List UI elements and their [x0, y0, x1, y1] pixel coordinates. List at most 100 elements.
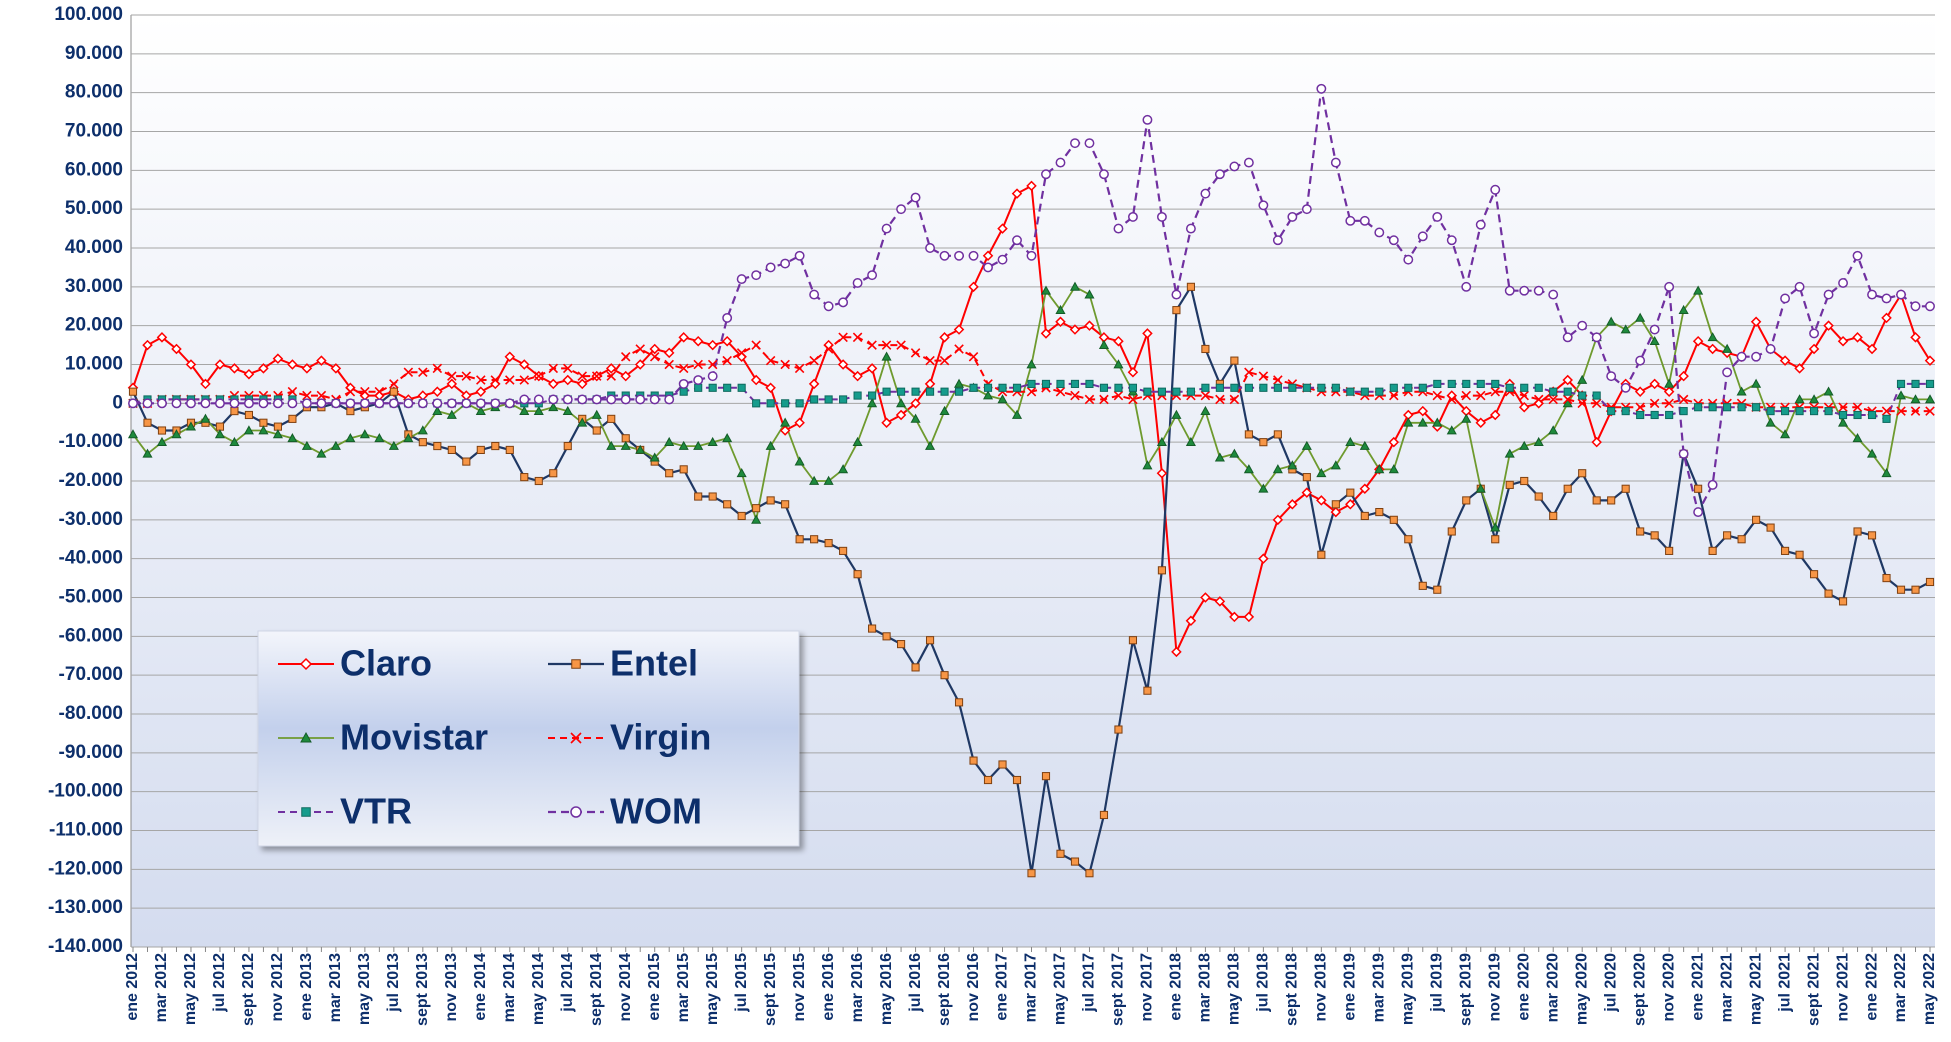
x-tick-label: nov 2017: [1139, 953, 1156, 1022]
marker: [1026, 359, 1037, 369]
marker: [781, 399, 790, 408]
marker: [258, 398, 269, 409]
marker: [1156, 436, 1167, 447]
marker: [230, 407, 239, 416]
x-tick-label: sept 2018: [1284, 953, 1301, 1026]
marker: [432, 386, 443, 397]
x-tick-label: sept 2014: [588, 953, 605, 1026]
marker: [1866, 448, 1878, 458]
marker: [1533, 394, 1544, 405]
marker: [750, 374, 762, 386]
y-tick-label: 60.000: [65, 159, 123, 180]
marker: [243, 425, 254, 435]
marker: [678, 440, 689, 450]
marker: [1534, 492, 1543, 501]
marker: [1911, 379, 1920, 388]
marker: [562, 405, 573, 415]
marker: [505, 375, 515, 385]
marker: [664, 436, 675, 447]
marker: [388, 398, 399, 409]
x-tick-label: may 2014: [530, 953, 547, 1025]
marker: [1606, 316, 1617, 326]
marker: [1591, 332, 1602, 343]
marker: [1012, 775, 1022, 785]
marker: [1214, 596, 1226, 607]
marker: [1258, 553, 1269, 564]
marker: [1678, 394, 1689, 405]
x-tick-label: ene 2019: [1342, 953, 1359, 1021]
marker: [752, 504, 761, 513]
marker: [576, 378, 588, 390]
marker: [852, 278, 863, 288]
x-tick-label: mar 2022: [1892, 953, 1909, 1022]
marker: [620, 440, 631, 450]
marker: [868, 391, 877, 400]
marker: [1085, 379, 1094, 388]
y-tick-label: 10.000: [65, 354, 123, 375]
marker: [1881, 406, 1892, 416]
marker: [794, 250, 805, 261]
marker: [1663, 386, 1675, 397]
marker: [853, 391, 862, 400]
marker: [751, 514, 762, 524]
marker: [1823, 289, 1834, 300]
marker: [736, 274, 747, 285]
marker: [839, 395, 848, 404]
marker: [1549, 387, 1558, 396]
marker: [1055, 386, 1066, 397]
x-tick-label: sept 2017: [1110, 953, 1127, 1026]
marker: [1185, 223, 1196, 234]
marker: [1490, 386, 1501, 397]
marker: [1562, 398, 1573, 408]
marker: [1692, 335, 1704, 347]
marker: [1577, 374, 1588, 384]
marker: [1069, 324, 1081, 335]
x-tick-label: mar 2017: [1023, 953, 1040, 1022]
marker: [998, 760, 1007, 769]
marker: [1562, 394, 1573, 405]
x-tick-label: may 2020: [1573, 953, 1590, 1025]
marker: [925, 355, 935, 366]
marker: [607, 414, 616, 423]
marker: [157, 426, 167, 435]
marker: [1040, 328, 1052, 339]
marker: [259, 418, 268, 427]
marker: [1636, 527, 1645, 536]
marker: [1128, 383, 1138, 392]
marker: [606, 440, 617, 450]
marker: [605, 363, 617, 374]
marker: [1475, 219, 1486, 230]
marker: [1026, 180, 1037, 192]
marker: [287, 398, 298, 409]
marker: [1896, 585, 1906, 594]
marker: [1678, 448, 1689, 459]
marker: [1462, 379, 1471, 388]
marker: [737, 511, 746, 521]
marker: [1041, 169, 1051, 180]
marker: [417, 425, 428, 435]
marker: [810, 395, 819, 404]
x-tick-label: jul 2014: [559, 953, 576, 1013]
x-tick-label: jul 2021: [1776, 953, 1793, 1013]
marker: [1853, 410, 1862, 420]
marker: [1649, 324, 1660, 335]
y-tick-label: 40.000: [65, 237, 123, 258]
marker: [1780, 429, 1791, 439]
marker: [1157, 566, 1166, 575]
marker: [940, 387, 949, 396]
marker: [562, 363, 573, 374]
x-tick-label: may 2017: [1052, 953, 1069, 1025]
marker: [1634, 386, 1646, 397]
marker: [447, 371, 457, 381]
marker: [606, 394, 617, 405]
y-tick-label: 70.000: [65, 121, 123, 142]
y-tick-label: 50.000: [65, 198, 123, 219]
marker: [766, 496, 775, 505]
marker: [1910, 332, 1921, 343]
marker: [897, 640, 906, 649]
marker: [1534, 383, 1543, 392]
marker: [1649, 378, 1660, 390]
x-tick-label: mar 2016: [849, 953, 866, 1022]
marker: [1533, 436, 1544, 447]
y-tick-label: -140.000: [48, 936, 123, 957]
